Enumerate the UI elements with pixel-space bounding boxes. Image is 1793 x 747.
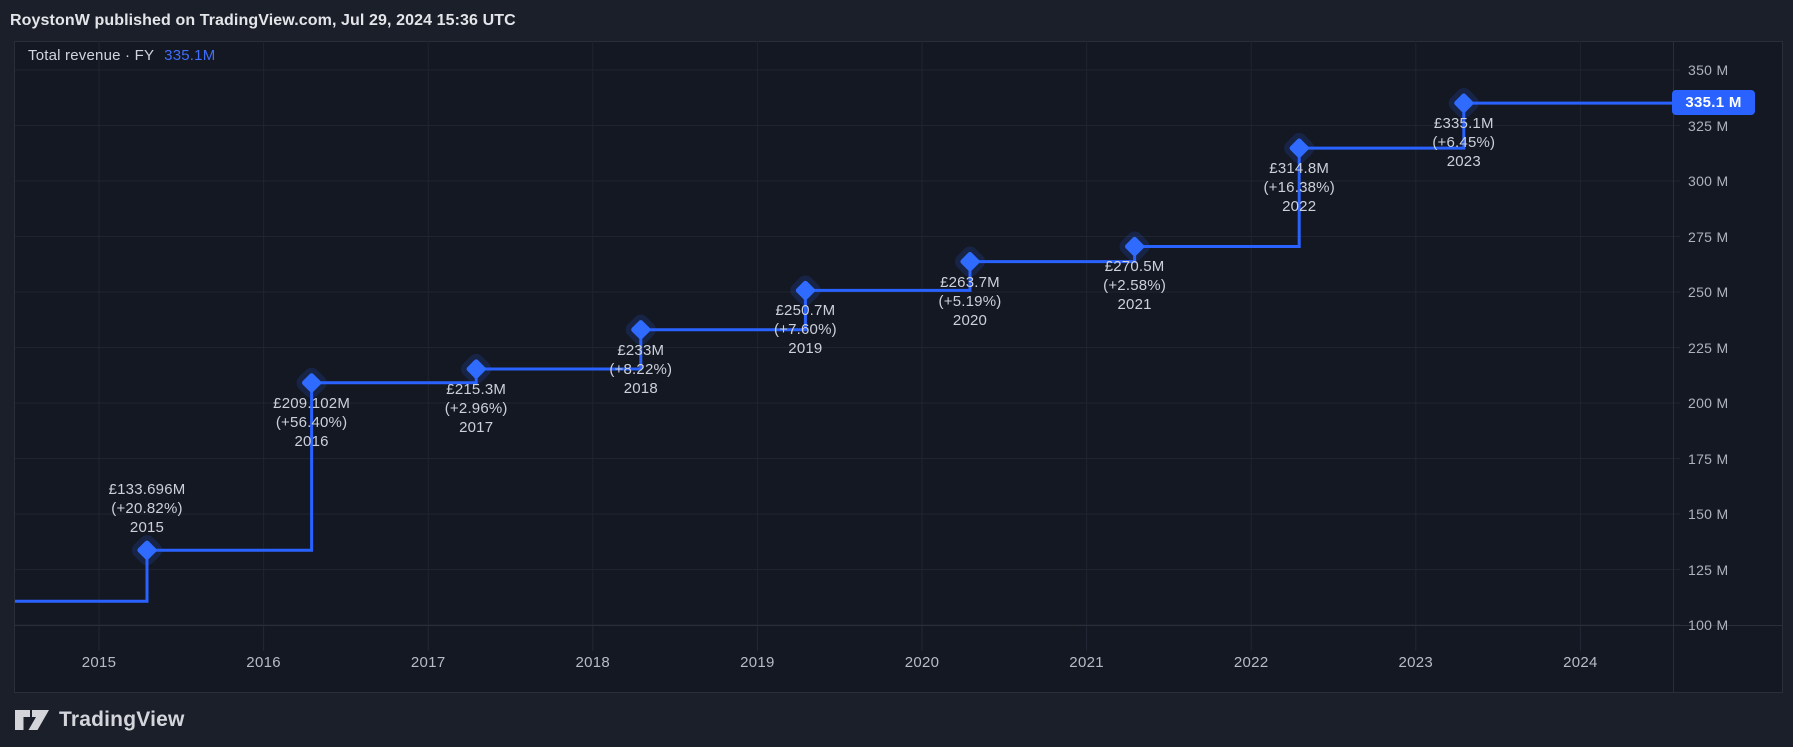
- time-tick-label: 2016: [246, 654, 281, 671]
- point-value: £250.7M: [775, 302, 836, 320]
- time-tick-label: 2021: [1069, 654, 1104, 671]
- price-tick-label: 225 M: [1688, 339, 1729, 356]
- marker-diamond-icon: [795, 280, 815, 300]
- chart-widget: [14, 41, 1783, 693]
- time-tick-label: 2019: [740, 654, 775, 671]
- point-label-2016: £209.102M (+56.40%) 2016: [273, 394, 350, 451]
- point-change: (+8.22%): [609, 360, 673, 378]
- series-title: Total revenue · FY: [28, 47, 155, 64]
- point-year: 2019: [788, 340, 823, 358]
- price-tick-label: 125 M: [1688, 561, 1729, 578]
- last-price-badge: 335.1 M: [1672, 90, 1755, 115]
- time-tick-label: 2023: [1398, 654, 1434, 671]
- marker-diamond-icon: [137, 540, 157, 560]
- time-tick-label: 2015: [81, 654, 117, 671]
- point-label-2023: £335.1M (+6.45%) 2023: [1432, 114, 1495, 171]
- point-value: £133.696M: [108, 481, 186, 499]
- data-point-marker: [131, 535, 163, 566]
- point-label-2018: £233M (+8.22%) 2018: [609, 341, 672, 398]
- point-year: 2016: [294, 432, 329, 450]
- point-change: (+20.82%): [111, 500, 183, 518]
- price-tick-label: 200 M: [1688, 395, 1729, 411]
- price-tick-label: 325 M: [1688, 117, 1729, 134]
- data-point-marker: [790, 275, 821, 306]
- point-label-2019: £250.7M (+7.60%) 2019: [774, 301, 837, 358]
- marker-diamond-icon: [1125, 236, 1145, 257]
- marker-diamond-icon: [960, 252, 980, 272]
- marker-diamond-icon: [302, 373, 322, 393]
- point-label-2017: £215.3M (+2.96%) 2017: [445, 380, 508, 437]
- point-value: £233M: [617, 341, 665, 359]
- footer: TradingView: [0, 693, 1793, 747]
- point-value: £270.5M: [1104, 258, 1165, 276]
- point-label-2021: £270.5M (+2.58%) 2021: [1103, 257, 1166, 314]
- price-tick-label: 275 M: [1688, 228, 1729, 245]
- point-change: (+2.96%): [444, 400, 508, 418]
- price-tick-label: 175 M: [1688, 450, 1729, 467]
- marker-diamond-icon: [631, 320, 651, 340]
- point-change: (+5.19%): [938, 292, 1002, 310]
- point-value: £209.102M: [273, 394, 351, 412]
- series-legend: Total revenue · FY 335.1M: [28, 47, 215, 64]
- marker-diamond-icon: [1289, 138, 1309, 158]
- tradingview-brand-text[interactable]: TradingView: [59, 708, 185, 731]
- point-change: (+16.38%): [1263, 179, 1335, 197]
- point-year: 2021: [1117, 296, 1152, 314]
- time-tick-label: 2020: [904, 654, 940, 671]
- point-change: (+6.45%): [1432, 134, 1496, 152]
- point-year: 2017: [459, 419, 494, 437]
- point-label-2020: £263.7M (+5.19%) 2020: [939, 273, 1002, 330]
- point-label-2022: £314.8M (+16.38%) 2022: [1263, 159, 1334, 216]
- publish-header: RoystonW published on TradingView.com, J…: [0, 0, 1793, 41]
- price-tick-label: 150 M: [1688, 506, 1729, 522]
- time-tick-label: 2017: [410, 654, 446, 671]
- revenue-step-line: [15, 101, 1673, 603]
- time-tick-label: 2022: [1233, 654, 1269, 671]
- series-last-value: 335.1M: [164, 47, 216, 64]
- point-change: (+56.40%): [275, 413, 348, 431]
- data-point-marker: [1119, 231, 1150, 262]
- time-axis-separator: [14, 625, 1783, 626]
- point-year: 2020: [952, 311, 988, 329]
- point-year: 2018: [623, 379, 658, 397]
- price-axis-separator: [1673, 41, 1674, 693]
- data-point-marker: [1448, 88, 1479, 119]
- last-price-badge-value: 335.1 M: [1685, 94, 1742, 111]
- price-tick-label: 300 M: [1688, 173, 1729, 189]
- marker-diamond-icon: [1454, 93, 1474, 113]
- data-point-marker: [461, 353, 492, 385]
- publish-header-text: RoystonW published on TradingView.com, J…: [10, 11, 516, 29]
- point-label-2015: £133.696M (+20.82%) 2015: [109, 480, 186, 537]
- point-change: (+2.58%): [1103, 277, 1167, 295]
- tradingview-logo-icon[interactable]: [14, 707, 50, 733]
- point-change: (+7.60%): [773, 321, 837, 339]
- point-value: £335.1M: [1433, 115, 1494, 133]
- point-value: £215.3M: [446, 381, 507, 399]
- data-point-marker: [954, 246, 986, 277]
- point-year: 2023: [1446, 153, 1481, 171]
- time-tick-label: 2024: [1563, 654, 1598, 671]
- point-year: 2022: [1282, 198, 1317, 216]
- price-tick-label: 100 M: [1688, 617, 1729, 633]
- point-year: 2015: [129, 519, 165, 537]
- price-tick-label: 250 M: [1688, 284, 1729, 300]
- data-point-marker: [625, 314, 656, 345]
- data-point-marker: [1284, 133, 1315, 164]
- point-value: £263.7M: [940, 273, 1000, 291]
- data-point-marker: [296, 367, 327, 398]
- time-tick-label: 2018: [575, 654, 611, 671]
- price-tick-label: 350 M: [1688, 62, 1729, 78]
- point-value: £314.8M: [1269, 160, 1330, 178]
- marker-diamond-icon: [466, 359, 486, 379]
